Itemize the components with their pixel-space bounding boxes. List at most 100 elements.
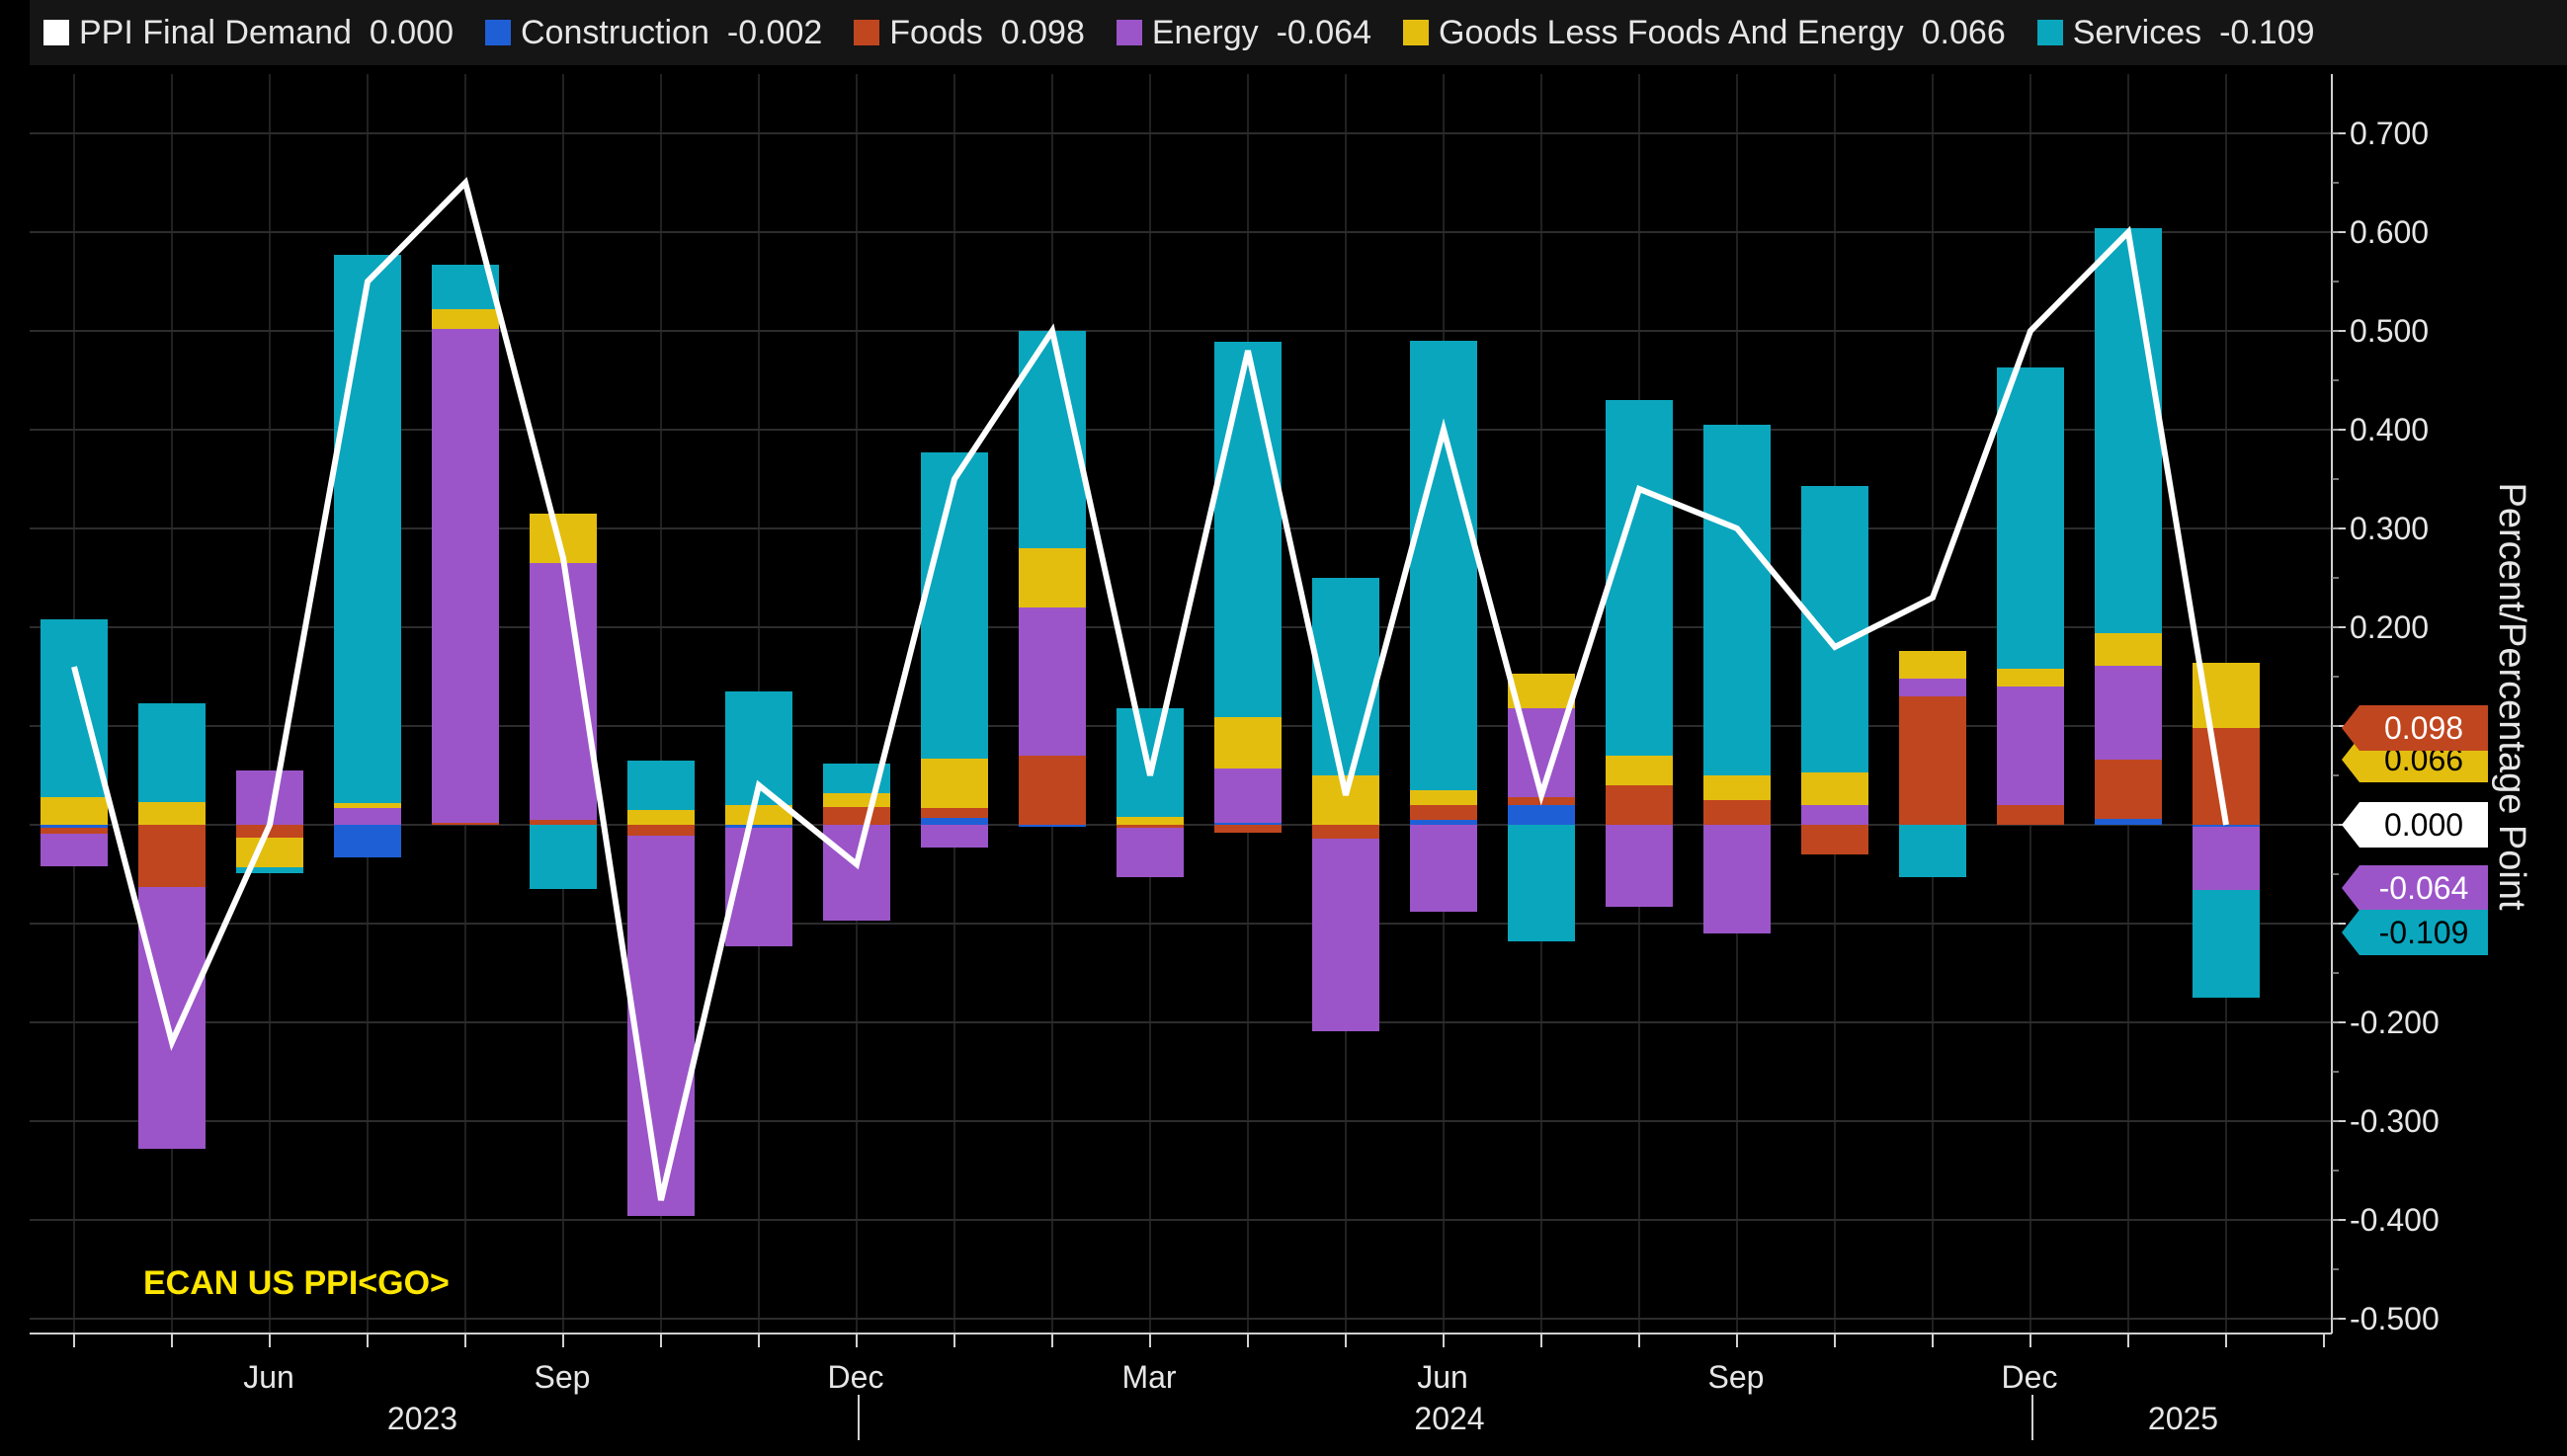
- legend-label: Goods Less Foods And Energy: [1439, 13, 1904, 51]
- bar-segment: [1899, 679, 1966, 696]
- bar-segment: [1410, 825, 1477, 912]
- bar-segment: [1606, 825, 1673, 907]
- bar-segment: [627, 761, 695, 810]
- legend-label: Services: [2072, 13, 2202, 51]
- x-month-label: Mar: [1121, 1359, 1176, 1395]
- y-tick-label: 0.700: [2350, 116, 2429, 151]
- legend-item-ppi[interactable]: PPI Final Demand 0.000: [43, 14, 454, 52]
- y-tick-label: 0.500: [2350, 313, 2429, 349]
- bar-segment: [1019, 548, 1086, 607]
- bar-segment: [138, 887, 206, 1149]
- y-tick-label: -0.500: [2350, 1301, 2440, 1336]
- bar-segment: [432, 309, 499, 329]
- bar-segment: [823, 793, 890, 807]
- bar-segment: [530, 825, 597, 889]
- bar-segment: [1410, 790, 1477, 805]
- ecan-command-label[interactable]: ECAN US PPI<GO>: [143, 1264, 450, 1302]
- x-year-label: 2025: [2148, 1401, 2218, 1436]
- bar-segment: [1214, 768, 1282, 823]
- x-month-label: Dec: [2002, 1359, 2058, 1395]
- x-month-label: Dec: [828, 1359, 884, 1395]
- bar-series: [41, 228, 2260, 1216]
- bar-segment: [1214, 825, 1282, 833]
- legend-label: Construction: [521, 13, 709, 51]
- legend-item-construction[interactable]: Construction -0.002: [485, 14, 822, 52]
- bar-segment: [1703, 800, 1771, 825]
- bar-segment: [1019, 756, 1086, 825]
- bar-segment: [2193, 827, 2260, 890]
- bar-segment: [1899, 696, 1966, 825]
- bar-segment: [921, 808, 988, 818]
- y-tick-label: -0.300: [2350, 1103, 2440, 1139]
- bar-segment: [1117, 825, 1184, 828]
- bar-segment: [1997, 687, 2064, 805]
- bar-segment: [1117, 828, 1184, 877]
- x-month-label: Sep: [535, 1359, 591, 1395]
- bar-segment: [823, 807, 890, 825]
- legend-swatch-services: [2036, 20, 2063, 45]
- bar-segment: [627, 825, 695, 836]
- bar-segment: [1703, 825, 1771, 933]
- bar-segment: [1214, 823, 1282, 825]
- legend-label: Foods: [889, 13, 983, 51]
- bar-segment: [1606, 400, 1673, 756]
- bar-segment: [2095, 228, 2162, 633]
- legend-label: Energy: [1151, 13, 1259, 51]
- bar-segment: [725, 805, 792, 825]
- bar-segment: [138, 703, 206, 802]
- legend-swatch-construction: [485, 20, 511, 45]
- legend-item-goods[interactable]: Goods Less Foods And Energy 0.066: [1403, 14, 2006, 52]
- bar-segment: [627, 836, 695, 1216]
- legend-value: 0.098: [1000, 13, 1085, 51]
- bar-segment: [2095, 819, 2162, 825]
- bar-segment: [1997, 805, 2064, 825]
- legend-item-services[interactable]: Services -0.109: [2036, 13, 2315, 52]
- bar-segment: [1117, 817, 1184, 825]
- bar-segment: [2095, 633, 2162, 666]
- x-axis-ticks: Jun Sep Dec Mar Jun Sep Dec 2023 2024 2025: [73, 1334, 2325, 1440]
- bar-segment: [2095, 760, 2162, 819]
- legend-value: -0.109: [2219, 13, 2315, 51]
- last-value-tag-text: 0.098: [2384, 710, 2463, 746]
- legend-bar: PPI Final Demand 0.000 Construction -0.002 F…: [30, 0, 2567, 65]
- bar-segment: [1801, 805, 1868, 825]
- bar-segment: [432, 329, 499, 823]
- bar-segment: [1019, 607, 1086, 756]
- bar-segment: [921, 452, 988, 759]
- bar-segment: [1703, 425, 1771, 775]
- bar-segment: [334, 255, 401, 803]
- legend-swatch-goods: [1403, 20, 1430, 45]
- bar-segment: [921, 825, 988, 848]
- bar-segment: [1801, 825, 1868, 854]
- ppi-line-series: [71, 177, 2229, 1201]
- bar-segment: [236, 838, 303, 867]
- bar-segment: [41, 834, 108, 866]
- last-value-tag: [2342, 802, 2488, 848]
- bar-segment: [1312, 825, 1379, 839]
- legend-item-foods[interactable]: Foods 0.098: [854, 14, 1085, 52]
- bar-segment: [41, 619, 108, 797]
- last-value-tag-text: 0.000: [2384, 807, 2463, 843]
- bar-segment: [1899, 651, 1966, 679]
- y-tick-label: 0.400: [2350, 412, 2429, 447]
- bar-segment: [2193, 890, 2260, 998]
- bar-segment: [1410, 805, 1477, 820]
- bar-segment: [1214, 717, 1282, 768]
- y-tick-label: 0.200: [2350, 609, 2429, 645]
- bar-segment: [1508, 805, 1575, 825]
- legend-item-energy[interactable]: Energy -0.064: [1116, 13, 1372, 52]
- legend-value: 0.000: [369, 13, 454, 51]
- bar-segment: [1214, 342, 1282, 717]
- y-tick-label: -0.400: [2350, 1202, 2440, 1238]
- legend-swatch-ppi: [43, 20, 69, 45]
- bar-segment: [921, 818, 988, 825]
- bar-segment: [236, 867, 303, 873]
- bar-segment: [2193, 825, 2260, 827]
- legend-value: -0.064: [1276, 13, 1372, 51]
- y-axis-label: Percent/Percentage Point: [2491, 482, 2532, 910]
- y-tick-label: 0.300: [2350, 511, 2429, 546]
- legend-label: PPI Final Demand: [79, 13, 352, 51]
- bar-segment: [1801, 772, 1868, 805]
- x-month-label: Sep: [1708, 1359, 1765, 1395]
- legend-value: -0.002: [726, 13, 823, 51]
